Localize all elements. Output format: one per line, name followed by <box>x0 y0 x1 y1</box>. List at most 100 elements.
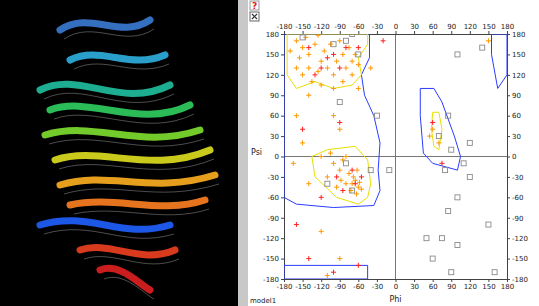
residue-point <box>387 168 392 173</box>
tick: 0 <box>275 153 284 161</box>
residue-point <box>300 127 305 132</box>
residue-point <box>319 195 324 200</box>
tick-mark <box>507 218 510 219</box>
tick-label: 30 <box>410 283 419 291</box>
residue-point <box>294 222 299 227</box>
tick-mark <box>507 259 510 260</box>
tick-mark <box>507 34 510 35</box>
residue-point <box>480 45 485 50</box>
tick: -90 <box>335 279 346 291</box>
tick-label: -150 <box>295 23 311 31</box>
residue-point <box>439 236 444 241</box>
close-icon-box <box>250 12 259 21</box>
tick-mark <box>358 279 359 282</box>
tick-mark <box>281 34 284 35</box>
tick-label: 90 <box>512 92 521 100</box>
residue-point <box>340 79 345 84</box>
axis-line <box>281 35 285 280</box>
residue-point <box>357 180 362 185</box>
residue-point <box>430 120 435 125</box>
residue-point <box>325 181 330 186</box>
tick: 120 <box>464 279 477 291</box>
ribbon-coil <box>84 257 179 264</box>
tick-mark <box>281 54 284 55</box>
tick-mark <box>281 157 284 158</box>
tick-label: 30 <box>512 133 521 141</box>
zero-line-y <box>284 156 507 157</box>
tick-label: -30 <box>372 23 383 31</box>
residue-point <box>486 222 491 227</box>
tick-mark <box>507 279 510 280</box>
tick: 150 <box>482 279 495 291</box>
tick: 150 <box>482 23 495 34</box>
tick-label: 120 <box>464 23 477 31</box>
residue-point <box>381 38 386 43</box>
tick-mark <box>414 279 415 282</box>
tick-label: -90 <box>512 214 523 222</box>
axis-line <box>285 280 508 283</box>
tick-mark <box>281 95 284 96</box>
tick-label: -120 <box>263 235 279 243</box>
residue-point <box>467 174 472 179</box>
residue-point <box>331 52 336 57</box>
residue-point <box>356 52 361 57</box>
tick: -120 <box>314 23 330 34</box>
residue-point <box>467 140 472 145</box>
residue-point <box>356 62 361 67</box>
ribbon-coil <box>64 184 219 194</box>
residue-point <box>351 174 356 179</box>
residue-point <box>337 168 342 173</box>
tick: -120 <box>507 235 528 243</box>
tick-mark <box>507 116 510 117</box>
ribbon-coil <box>64 29 154 39</box>
y-axis-right: -180-150-120-90-60-300306090120150180 <box>507 31 528 284</box>
tick: 0 <box>507 153 516 161</box>
axis-line <box>508 35 511 280</box>
residue-point <box>306 181 311 186</box>
tick: 60 <box>507 112 521 120</box>
tick-label: -120 <box>314 283 330 291</box>
tick-mark <box>303 31 304 34</box>
residue-point <box>338 178 343 183</box>
ribbon <box>55 150 210 160</box>
residue-point <box>337 100 342 105</box>
tick-mark <box>281 197 284 198</box>
tick: 30 <box>410 23 419 34</box>
residue-point <box>353 181 358 186</box>
residue-point <box>449 270 454 275</box>
tick-label: -150 <box>295 283 311 291</box>
residue-point <box>343 38 348 43</box>
tick-label: 90 <box>270 92 279 100</box>
ribbon <box>45 130 200 137</box>
help-icon: ? <box>252 1 257 11</box>
tick-mark <box>281 116 284 117</box>
tick-mark <box>433 279 434 282</box>
tick-label: -30 <box>512 174 523 182</box>
tick: 90 <box>270 92 284 100</box>
tick-mark <box>340 31 341 34</box>
tick-label: 60 <box>512 112 521 120</box>
tick-label: 150 <box>512 51 525 59</box>
residue-point <box>350 188 355 193</box>
tick-label: 90 <box>447 23 456 31</box>
residue-point <box>446 113 451 118</box>
ribbon-coil <box>74 64 169 69</box>
residue-point <box>340 157 345 162</box>
tick-label: 30 <box>410 23 419 31</box>
tick-label: 30 <box>270 133 279 141</box>
ribbon-coil <box>44 93 174 102</box>
region-outline <box>312 146 371 204</box>
tick-mark <box>507 197 510 198</box>
structure-panel <box>0 0 238 306</box>
ribbon <box>70 55 165 60</box>
tick-label: -150 <box>512 255 528 263</box>
residue-point <box>436 140 441 145</box>
ribbon <box>40 84 170 93</box>
tick-mark <box>396 31 397 34</box>
tick: -30 <box>372 279 383 291</box>
residue-point <box>359 174 364 179</box>
tick-mark <box>433 31 434 34</box>
x-axis-top: -180-150-120-90-60-300306090120150180 <box>277 23 515 35</box>
tick: 150 <box>266 51 284 59</box>
region-outline <box>420 88 460 170</box>
